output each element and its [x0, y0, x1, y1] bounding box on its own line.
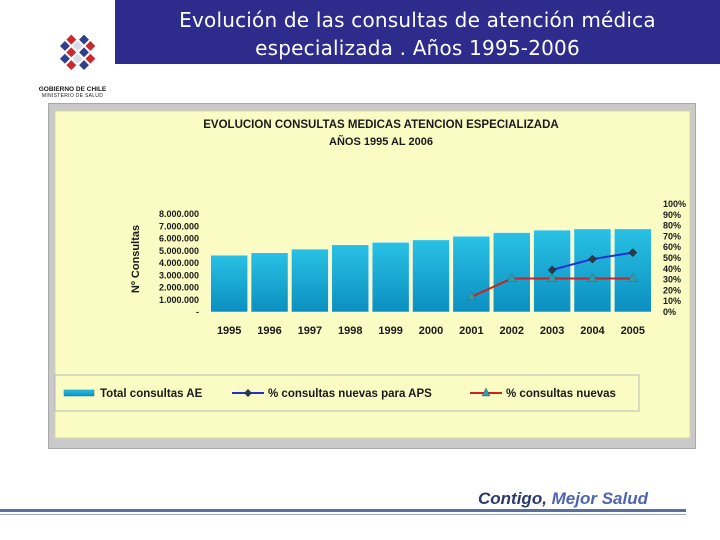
- bar-1998: [331, 244, 370, 313]
- bar-1997: [291, 248, 329, 313]
- x-tick-label: 2002: [499, 325, 523, 337]
- slide-title-line-1: Evolución de las consultas de atención m…: [179, 8, 656, 32]
- chart-canvas: EVOLUCION CONSULTAS MEDICAS ATENCION ESP…: [54, 110, 691, 439]
- y-tick-label: -: [196, 307, 199, 317]
- slogan-part-1: Contigo,: [478, 489, 547, 508]
- y-tick-label: 7.000.000: [159, 221, 199, 231]
- y2-tick-label: 50%: [663, 253, 681, 263]
- x-tick-label: 1998: [338, 325, 362, 337]
- chilean-government-logo-icon: [59, 34, 96, 71]
- x-tick-label: 2001: [459, 325, 483, 337]
- bar-1999: [371, 242, 410, 313]
- legend-label-bars: Total consultas AE: [100, 388, 203, 400]
- bar-2000: [412, 239, 450, 313]
- nuevas-point-2003: [547, 273, 558, 282]
- y2-tick-label: 10%: [663, 296, 681, 306]
- chart-subtitle: AÑOS 1995 AL 2006: [329, 135, 433, 148]
- x-tick-label: 2005: [621, 325, 645, 337]
- y2-tick-label: 90%: [663, 210, 681, 220]
- chart-panel: EVOLUCION CONSULTAS MEDICAS ATENCION ESP…: [48, 103, 696, 449]
- y-axis-label: Nº Consultas: [130, 225, 142, 293]
- bar-2002: [492, 232, 531, 313]
- x-tick-label: 1997: [298, 325, 322, 337]
- footer-rule: [0, 509, 686, 512]
- title-band: Evolución de las consultas de atención m…: [115, 0, 720, 64]
- y-tick-label: 5.000.000: [159, 246, 199, 256]
- y2-tick-label: 40%: [663, 264, 681, 274]
- aps-point-2005: [628, 248, 638, 257]
- legend-label-nuevas: % consultas nuevas: [506, 388, 616, 400]
- slogan-part-2: Mejor Salud: [546, 489, 648, 508]
- x-tick-label: 2004: [580, 325, 605, 337]
- chart-title: EVOLUCION CONSULTAS MEDICAS ATENCION ESP…: [203, 119, 558, 131]
- slogan: Contigo, Mejor Salud: [478, 489, 648, 509]
- y2-tick-label: 30%: [663, 275, 681, 285]
- y-tick-label: 6.000.000: [159, 234, 199, 244]
- x-tick-label: 1995: [217, 325, 241, 337]
- footer-rule-thin: [0, 514, 686, 515]
- bar-1996: [250, 252, 289, 313]
- y-tick-label: 4.000.000: [159, 258, 199, 268]
- logo-subtext: MINISTERIO DE SALUD: [41, 93, 104, 99]
- y-tick-label: 1.000.000: [159, 295, 199, 305]
- slide-title-line-2: especializada . Años 1995-2006: [255, 36, 580, 60]
- legend-swatch-bars: [63, 389, 95, 397]
- y2-tick-label: 100%: [663, 199, 686, 209]
- aps-point-2003: [547, 265, 557, 275]
- y2-tick-label: 80%: [663, 221, 681, 231]
- y2-tick-label: 0%: [663, 307, 676, 317]
- y2-tick-label: 60%: [663, 242, 681, 252]
- legend: Total consultas AE % consultas nuevas pa…: [54, 374, 640, 412]
- y-tick-label: 3.000.000: [159, 270, 199, 280]
- legend-swatch-aps-marker: [244, 389, 252, 397]
- x-tick-label: 2003: [540, 325, 564, 337]
- logo-caption: GOBIERNO DE CHILE MINISTERIO DE SALUD: [30, 86, 115, 100]
- bar-1995: [210, 254, 248, 313]
- aps-point-2004: [588, 254, 597, 264]
- y-tick-label: 8.000.000: [159, 209, 199, 219]
- nuevas-point-2004: [587, 273, 598, 282]
- x-tick-label: 1999: [378, 325, 402, 337]
- y2-tick-label: 20%: [663, 285, 681, 295]
- logo-text: GOBIERNO DE CHILE: [38, 86, 107, 93]
- x-tick-label: 1996: [257, 325, 281, 337]
- nuevas-point-2005: [627, 273, 638, 282]
- y-tick-label: 2.000.000: [159, 283, 199, 293]
- x-tick-label: 2000: [419, 325, 443, 337]
- nuevas-point-2001: [466, 291, 477, 301]
- bar-2001: [452, 235, 491, 313]
- legend-box: [54, 374, 640, 412]
- legend-swatch-nuevas-marker: [481, 387, 491, 397]
- nuevas-point-2002: [506, 273, 517, 282]
- bar-2004: [573, 228, 612, 313]
- bar-2005: [614, 228, 652, 313]
- legend-label-aps: % consultas nuevas para APS: [268, 388, 432, 400]
- y2-tick-label: 70%: [663, 231, 681, 241]
